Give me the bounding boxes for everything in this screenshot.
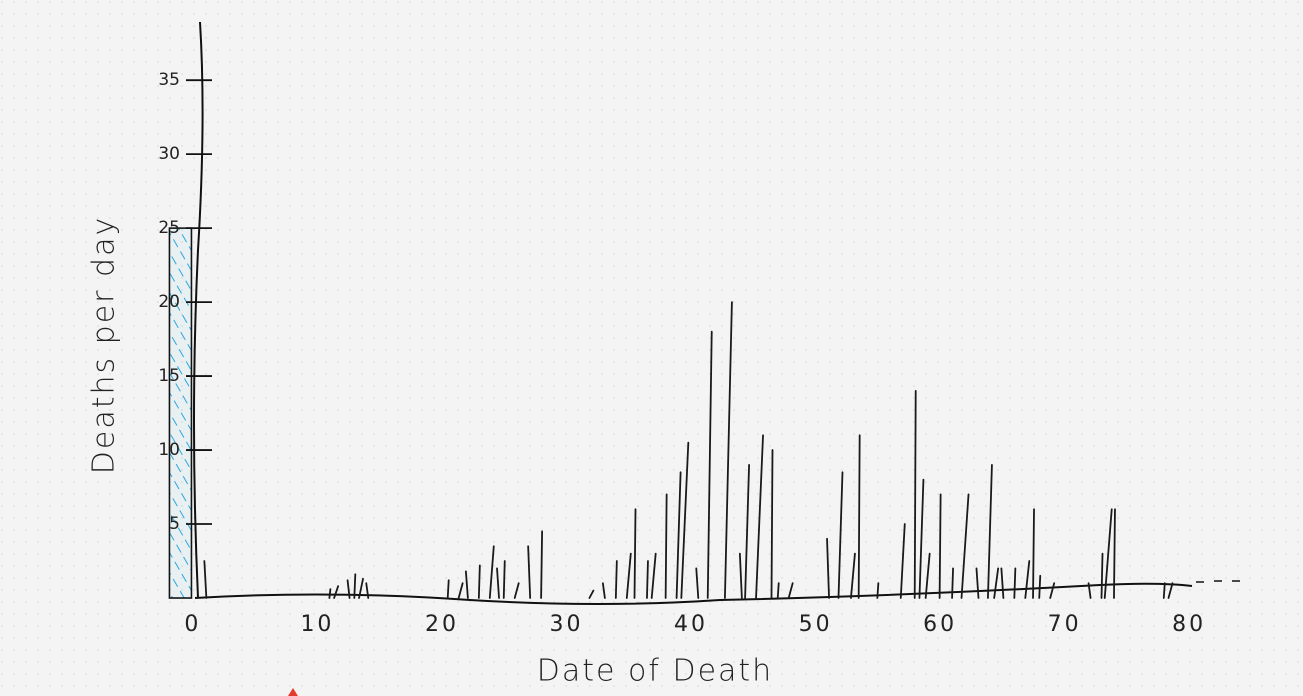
x-axis	[194, 582, 1193, 605]
bar	[1162, 582, 1166, 599]
x-tick-label: 50	[799, 612, 833, 637]
bar	[588, 589, 595, 599]
bar	[857, 434, 861, 599]
bar	[346, 579, 351, 599]
bar	[527, 545, 532, 599]
x-tick-label: 30	[550, 612, 584, 637]
bar	[203, 560, 208, 599]
bar	[706, 330, 713, 599]
highlight-color	[169, 228, 192, 598]
bar	[1000, 567, 1005, 599]
bar	[664, 493, 668, 599]
x-tick-label: 20	[425, 612, 459, 637]
bar	[924, 552, 931, 599]
axis-continuation	[1196, 580, 1240, 583]
bar	[488, 545, 495, 599]
bar	[899, 523, 906, 599]
cursor	[288, 688, 298, 696]
bar	[837, 471, 844, 599]
bar	[650, 552, 657, 599]
bar	[1087, 582, 1092, 599]
bar	[601, 582, 606, 599]
bar	[513, 582, 520, 599]
x-tick-label: 10	[300, 612, 334, 637]
bar	[477, 564, 481, 599]
highlight-bar	[168, 227, 193, 599]
bar	[333, 585, 340, 599]
x-tick-label: 0	[184, 612, 201, 637]
x-tick-label: 60	[923, 612, 957, 637]
bar	[787, 582, 794, 599]
bar	[675, 471, 682, 599]
bar	[446, 579, 450, 599]
bar	[724, 301, 733, 599]
bar	[1038, 574, 1042, 599]
bar	[457, 582, 464, 599]
bar	[776, 582, 780, 599]
bar	[353, 573, 357, 599]
bar	[738, 552, 743, 599]
bar	[365, 582, 370, 599]
bar	[502, 560, 506, 599]
bar	[850, 552, 856, 599]
bar	[695, 567, 700, 599]
bar	[1013, 567, 1017, 599]
bar	[918, 478, 925, 599]
bar	[960, 493, 970, 599]
bar	[913, 389, 917, 599]
bar	[951, 567, 954, 599]
bar	[464, 570, 469, 599]
y-axis-label: Deaths per day	[87, 216, 122, 474]
bar	[770, 449, 774, 599]
bar	[1167, 582, 1174, 599]
y-tick-label: 30	[158, 144, 180, 164]
bar	[1024, 560, 1031, 599]
x-axis-label: Date of Death	[537, 654, 773, 689]
bar	[876, 582, 880, 599]
bar	[625, 552, 632, 599]
bar	[1032, 508, 1035, 599]
bar	[614, 560, 618, 599]
y-tick-label: 25	[158, 218, 180, 238]
bar	[1103, 508, 1113, 599]
bar	[1100, 552, 1104, 599]
bar	[826, 537, 830, 599]
bar	[755, 434, 764, 599]
bar	[1049, 582, 1056, 599]
y-tick-label: 5	[169, 514, 180, 534]
bar	[646, 560, 649, 599]
bar	[633, 508, 637, 599]
bar	[975, 567, 980, 599]
bar	[540, 530, 544, 599]
x-tick-label: 80	[1172, 612, 1206, 637]
y-tick-label: 15	[158, 366, 180, 386]
bar	[938, 493, 942, 599]
x-tick-label: 40	[674, 612, 708, 637]
bar	[993, 567, 1000, 599]
x-tick-label: 70	[1048, 612, 1082, 637]
y-tick-label: 10	[158, 440, 180, 460]
y-tick-label: 20	[158, 292, 180, 312]
y-tick-label: 35	[158, 70, 180, 90]
bar	[1113, 508, 1116, 599]
bar	[987, 463, 993, 599]
bar	[680, 441, 690, 599]
bar	[744, 463, 750, 599]
y-axis	[193, 21, 204, 599]
bar	[358, 577, 364, 599]
bar	[496, 567, 500, 599]
bar	[328, 588, 332, 599]
